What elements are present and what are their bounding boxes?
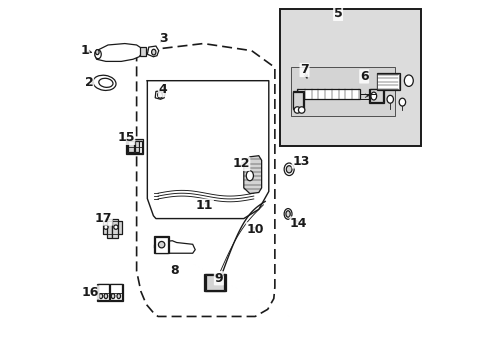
Bar <box>110 284 122 300</box>
Bar <box>107 219 111 238</box>
Bar <box>290 67 394 116</box>
Text: 10: 10 <box>246 223 264 236</box>
Ellipse shape <box>114 225 118 229</box>
Bar <box>376 73 399 90</box>
Text: 13: 13 <box>292 155 309 168</box>
Bar <box>140 47 146 56</box>
Bar <box>111 219 118 238</box>
Bar <box>128 141 134 152</box>
Bar <box>155 237 168 252</box>
Bar <box>293 92 303 108</box>
Bar <box>125 139 143 154</box>
Text: 16: 16 <box>81 286 99 299</box>
Bar <box>205 275 224 290</box>
Text: 14: 14 <box>289 217 307 230</box>
Text: 5: 5 <box>333 8 342 21</box>
Ellipse shape <box>398 98 405 106</box>
Polygon shape <box>244 156 261 194</box>
Ellipse shape <box>99 78 113 87</box>
Bar <box>135 141 139 152</box>
Bar <box>98 284 109 300</box>
Bar <box>154 236 168 253</box>
Text: 8: 8 <box>170 264 179 276</box>
Polygon shape <box>95 44 142 62</box>
Ellipse shape <box>103 225 108 229</box>
Bar <box>297 89 359 99</box>
Bar <box>368 89 383 103</box>
Ellipse shape <box>285 166 291 173</box>
Text: 4: 4 <box>158 84 167 96</box>
Ellipse shape <box>104 294 107 298</box>
Text: 9: 9 <box>214 272 223 285</box>
Bar <box>292 91 304 109</box>
Text: 11: 11 <box>195 199 213 212</box>
Bar <box>205 274 225 291</box>
Bar <box>204 274 225 292</box>
Text: 2: 2 <box>84 76 93 89</box>
Text: 3: 3 <box>159 32 167 45</box>
Text: 1: 1 <box>80 44 89 57</box>
Polygon shape <box>147 46 159 57</box>
Bar <box>279 9 421 146</box>
Ellipse shape <box>151 49 156 55</box>
Ellipse shape <box>99 294 102 298</box>
Text: 12: 12 <box>232 157 249 170</box>
Text: 15: 15 <box>117 131 134 144</box>
Bar <box>377 73 398 89</box>
Ellipse shape <box>157 92 163 98</box>
Ellipse shape <box>370 92 376 100</box>
Ellipse shape <box>294 107 300 113</box>
Ellipse shape <box>246 171 253 181</box>
Ellipse shape <box>95 50 99 55</box>
Ellipse shape <box>158 242 164 248</box>
Ellipse shape <box>93 75 116 90</box>
Ellipse shape <box>284 208 291 219</box>
Ellipse shape <box>298 107 304 113</box>
Ellipse shape <box>95 50 101 59</box>
Text: 7: 7 <box>300 63 308 76</box>
Bar <box>369 89 382 102</box>
Ellipse shape <box>404 75 412 86</box>
Polygon shape <box>154 241 195 253</box>
Bar <box>127 141 142 153</box>
Polygon shape <box>155 91 165 99</box>
Ellipse shape <box>386 95 393 103</box>
Ellipse shape <box>117 294 121 298</box>
Text: 6: 6 <box>359 70 368 83</box>
Bar <box>97 284 123 301</box>
Ellipse shape <box>285 211 290 217</box>
Ellipse shape <box>284 163 294 176</box>
Text: 17: 17 <box>95 212 112 225</box>
Bar <box>103 221 122 234</box>
Ellipse shape <box>111 294 115 298</box>
